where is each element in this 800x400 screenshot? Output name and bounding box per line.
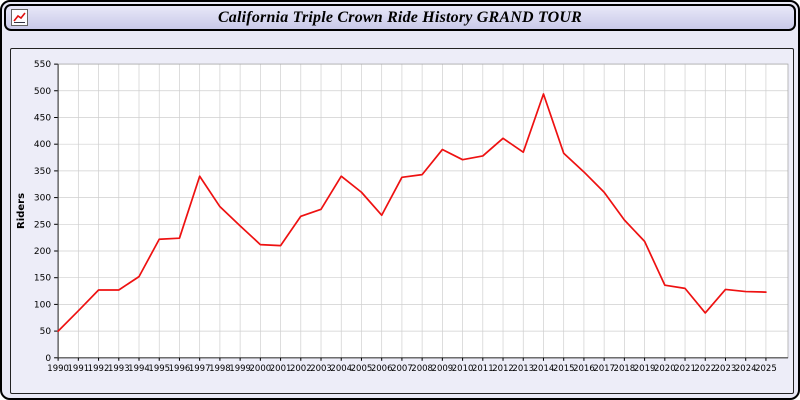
svg-text:1992: 1992 xyxy=(88,364,110,374)
chart-container: 0 50 100 150 200 250 300 350 400 450 500 550 1990 199… xyxy=(10,48,794,394)
svg-text:1998: 1998 xyxy=(209,364,231,374)
svg-text:450: 450 xyxy=(34,113,51,123)
svg-text:2018: 2018 xyxy=(614,364,636,374)
svg-text:2022: 2022 xyxy=(694,364,716,374)
svg-text:2002: 2002 xyxy=(290,364,312,374)
svg-text:2010: 2010 xyxy=(452,364,474,374)
svg-text:2020: 2020 xyxy=(654,364,676,374)
svg-text:2007: 2007 xyxy=(391,364,413,374)
svg-text:2016: 2016 xyxy=(573,364,595,374)
title-bar: California Triple Crown Ride History GRA… xyxy=(4,4,796,31)
svg-text:500: 500 xyxy=(34,87,51,97)
svg-text:2013: 2013 xyxy=(512,364,534,374)
svg-text:150: 150 xyxy=(34,274,51,284)
svg-text:1994: 1994 xyxy=(128,364,150,374)
svg-text:50: 50 xyxy=(40,327,52,337)
svg-text:Riders: Riders xyxy=(16,193,27,229)
svg-text:2000: 2000 xyxy=(250,364,272,374)
svg-text:2024: 2024 xyxy=(735,364,757,374)
svg-text:1999: 1999 xyxy=(229,364,251,374)
page-title: California Triple Crown Ride History GRA… xyxy=(217,8,583,26)
svg-text:2005: 2005 xyxy=(351,364,373,374)
svg-text:1993: 1993 xyxy=(108,364,130,374)
svg-text:100: 100 xyxy=(34,300,51,310)
svg-text:2003: 2003 xyxy=(310,364,332,374)
svg-text:0: 0 xyxy=(45,354,51,364)
svg-text:2017: 2017 xyxy=(593,364,615,374)
svg-text:200: 200 xyxy=(34,247,51,257)
riders-line-chart: 0501001502002503003504004505005501990199… xyxy=(16,60,789,374)
svg-text:300: 300 xyxy=(34,194,51,204)
svg-text:2019: 2019 xyxy=(634,364,656,374)
svg-text:1995: 1995 xyxy=(148,364,170,374)
svg-text:2008: 2008 xyxy=(411,364,433,374)
svg-text:1991: 1991 xyxy=(68,364,90,374)
svg-text:2021: 2021 xyxy=(674,364,696,374)
svg-text:1997: 1997 xyxy=(189,364,211,374)
svg-text:2009: 2009 xyxy=(432,364,454,374)
svg-text:2025: 2025 xyxy=(755,364,777,374)
svg-text:550: 550 xyxy=(34,60,51,70)
svg-text:400: 400 xyxy=(34,140,51,150)
svg-text:2023: 2023 xyxy=(715,364,737,374)
svg-text:2014: 2014 xyxy=(533,364,555,374)
site-logo-icon xyxy=(11,9,28,26)
svg-text:350: 350 xyxy=(34,167,51,177)
svg-text:2012: 2012 xyxy=(492,364,514,374)
svg-text:2015: 2015 xyxy=(553,364,575,374)
svg-text:2001: 2001 xyxy=(270,364,292,374)
svg-text:2006: 2006 xyxy=(371,364,393,374)
svg-text:1996: 1996 xyxy=(169,364,191,374)
svg-text:2004: 2004 xyxy=(330,364,352,374)
svg-text:1990: 1990 xyxy=(47,364,69,374)
svg-text:2011: 2011 xyxy=(472,364,494,374)
svg-text:250: 250 xyxy=(34,220,51,230)
